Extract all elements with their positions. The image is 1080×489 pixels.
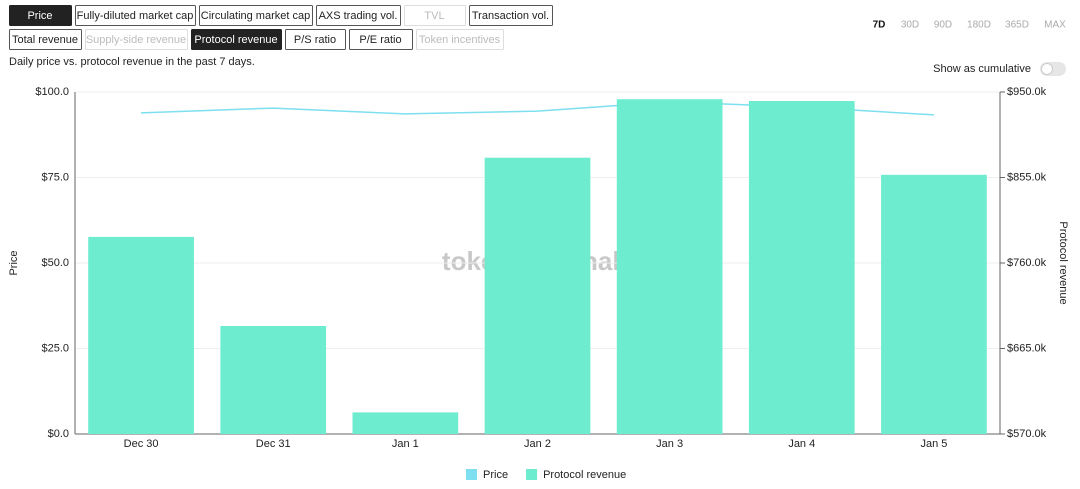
legend-label: Protocol revenue xyxy=(543,469,626,481)
tab-button[interactable] xyxy=(191,29,282,50)
y2-tick-label: $950.0k xyxy=(1007,86,1047,98)
tab-button xyxy=(85,29,188,50)
bar xyxy=(881,174,987,435)
y2-tick-label: $855.0k xyxy=(1007,171,1047,183)
time-range[interactable]: MAX xyxy=(1044,20,1066,31)
tab-button-label: Token incentives xyxy=(419,34,501,46)
tab-button[interactable] xyxy=(199,5,313,26)
tab-button-label[interactable]: Protocol revenue xyxy=(194,34,277,46)
time-range[interactable]: 7D xyxy=(873,20,886,31)
time-range[interactable]: 30D xyxy=(901,20,919,31)
tab-button[interactable] xyxy=(9,29,82,50)
y-axis-label: Price xyxy=(8,250,20,275)
tab-button[interactable] xyxy=(285,29,346,50)
y-tick-label: $0.0 xyxy=(48,428,69,440)
tab-button-label[interactable]: P/S ratio xyxy=(294,34,336,46)
bar xyxy=(484,157,591,434)
y-tick-label: $75.0 xyxy=(41,171,69,183)
time-range[interactable]: 180D xyxy=(967,20,991,31)
legend-swatch xyxy=(466,469,477,480)
bar xyxy=(352,412,459,434)
tab-button-label[interactable]: P/E ratio xyxy=(359,34,401,46)
x-tick-label: Jan 3 xyxy=(656,438,683,450)
y2-tick-label: $570.0k xyxy=(1007,428,1047,440)
y-tick-label: $50.0 xyxy=(41,257,69,269)
x-tick-label: Dec 30 xyxy=(124,438,159,450)
x-tick-label: Jan 4 xyxy=(788,438,815,450)
bar xyxy=(88,236,194,434)
tab-button-label[interactable]: AXS trading vol. xyxy=(319,10,398,22)
tab-button[interactable] xyxy=(316,5,401,26)
tab-button[interactable] xyxy=(75,5,196,26)
tab-button-label[interactable]: Price xyxy=(27,10,52,22)
y2-tick-label: $760.0k xyxy=(1007,257,1047,269)
y-tick-label: $25.0 xyxy=(41,342,69,354)
tab-button-label[interactable]: Transaction vol. xyxy=(472,10,549,22)
tab-button[interactable] xyxy=(469,5,553,26)
time-range[interactable]: 365D xyxy=(1005,20,1029,31)
tab-button-label: Supply-side revenue xyxy=(86,34,186,46)
tab-button xyxy=(404,5,466,26)
legend-label: Price xyxy=(483,469,508,481)
bar xyxy=(220,326,327,434)
x-tick-label: Dec 31 xyxy=(256,438,291,450)
time-range[interactable]: 90D xyxy=(934,20,952,31)
toggle-knob[interactable] xyxy=(1041,63,1053,75)
tab-button xyxy=(416,29,504,50)
x-tick-label: Jan 5 xyxy=(920,438,947,450)
tab-button-label[interactable]: Total revenue xyxy=(12,34,78,46)
toggle-label: Show as cumulative xyxy=(933,63,1031,75)
x-tick-label: Jan 1 xyxy=(392,438,419,450)
legend-swatch xyxy=(526,469,538,480)
tab-button[interactable] xyxy=(349,29,413,50)
tab-button-label: TVL xyxy=(424,10,444,22)
y2-axis-label: Protocol revenue xyxy=(1057,221,1069,304)
tab-button[interactable] xyxy=(9,5,72,26)
bar xyxy=(616,99,723,434)
subtitle: Daily price vs. protocol revenue in the … xyxy=(9,56,255,68)
x-tick-label: Jan 2 xyxy=(524,438,551,450)
tab-button-label[interactable]: Fully-diluted market cap xyxy=(77,10,194,22)
y-tick-label: $100.0 xyxy=(35,86,69,98)
y2-tick-label: $665.0k xyxy=(1007,342,1047,354)
bar xyxy=(748,101,855,434)
tab-button-label[interactable]: Circulating market cap xyxy=(201,10,310,22)
